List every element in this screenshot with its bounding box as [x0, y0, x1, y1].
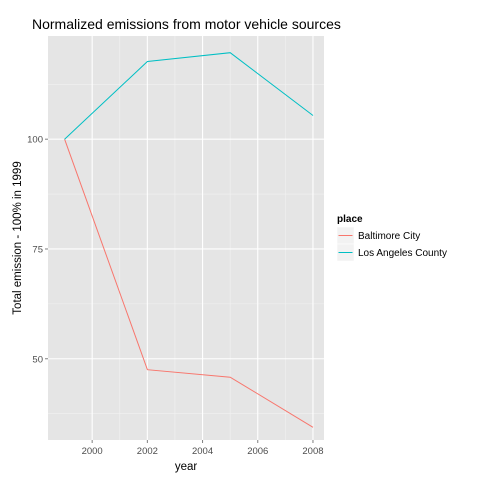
x-tick-label-2002: 2002: [137, 446, 158, 457]
series-line-1: [64, 52, 314, 140]
y-axis: 50 75 100: [27, 135, 48, 365]
plot-panel: [48, 36, 324, 440]
x-tick-label-2008: 2008: [302, 446, 323, 457]
chart-title: Normalized emissions from motor vehicle …: [32, 16, 341, 32]
series-layer: [64, 52, 314, 428]
x-tick-label-2006: 2006: [247, 446, 268, 457]
y-axis-title: Total emission - 100% in 1999: [12, 161, 24, 314]
legend-title: place: [337, 214, 363, 225]
x-axis-title: year: [175, 461, 198, 473]
y-tick-label-50: 50: [32, 354, 43, 365]
major-grid: [48, 36, 324, 440]
x-tick-label-2000: 2000: [82, 446, 103, 457]
y-tick-label-75: 75: [32, 244, 43, 255]
x-axis: 2000 2002 2004 2006 2008: [82, 440, 324, 457]
minor-grid: [48, 36, 324, 440]
legend: place Baltimore City Los Angeles County: [336, 214, 447, 262]
x-tick-label-2004: 2004: [192, 446, 213, 457]
y-tick-label-100: 100: [27, 135, 43, 146]
legend-label-1: Los Angeles County: [358, 248, 447, 259]
series-line-0: [64, 139, 314, 428]
legend-label-0: Baltimore City: [358, 231, 420, 242]
